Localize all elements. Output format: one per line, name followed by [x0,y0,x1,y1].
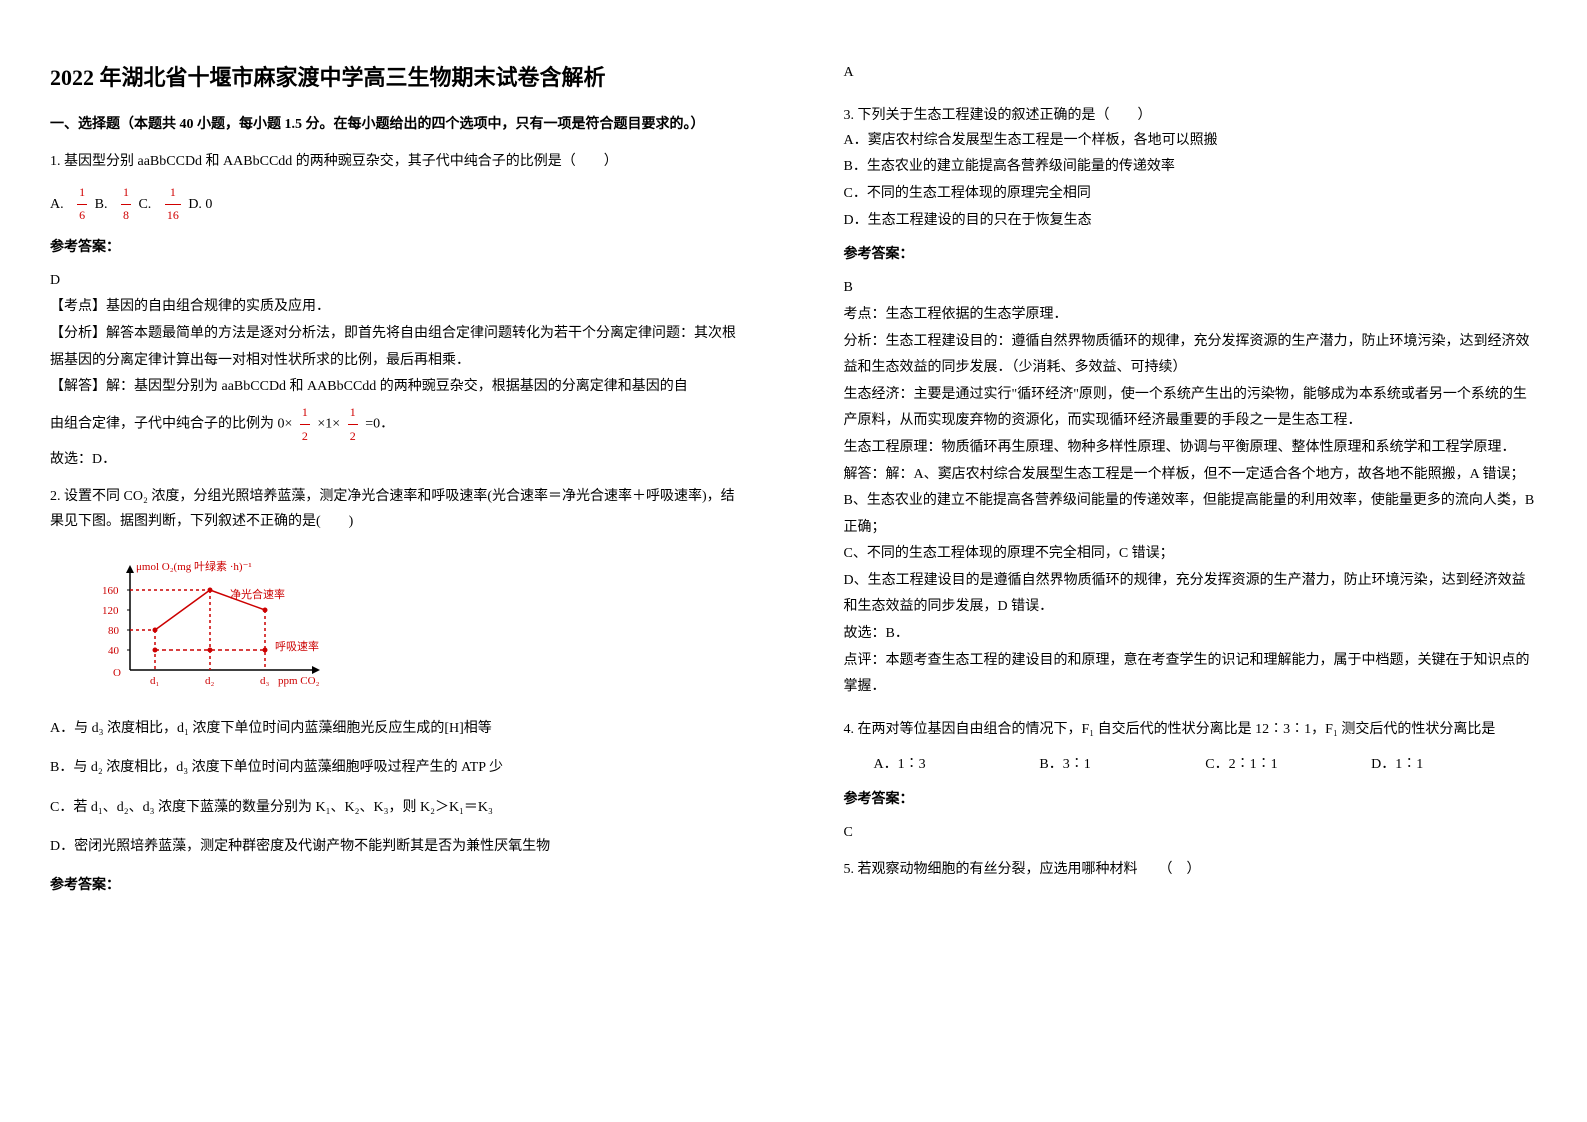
q3-answer-label: 参考答案： [844,242,1538,267]
question-4: 4. 在两对等位基因自由组合的情况下，F₁ 自交后代的性状分离比是 12∶3∶1… [844,717,1538,847]
q1-analysis5: 故选：D． [50,447,744,474]
frac-1-8: 1 8 [121,182,131,226]
series-label-2: 呼吸速率 [275,639,319,653]
q5-stem: 5. 若观察动物细胞的有丝分裂，应选用哪种材料 （ ） [844,857,1538,882]
q1-analysis3: 【解答】解：基因型分别为 aaBbCCDd 和 AABbCCdd 的两种豌豆杂交… [50,374,744,401]
q1-optB-prefix: B. [95,192,108,217]
q4-optA: A．1∶3 [844,752,1040,777]
frac-half-2: 1 2 [348,401,358,448]
q4-answer-letter: C [844,820,1538,847]
ytick-O: O [113,667,121,679]
series-label-1: 净光合速率 [230,587,285,601]
ytick-80: 80 [108,625,120,637]
xtick-d3: d₃ [260,675,270,687]
q1-analysis4: 由组合定律，子代中纯合子的比例为 0× 1 2 ×1× 1 2 =0． [50,401,744,448]
q1-analysis2: 【分析】解答本题最简单的方法是逐对分析法，即首先将自由组合定律问题转化为若干个分… [50,321,744,374]
frac-1-16: 1 16 [165,182,181,226]
q3-optB: B．生态农业的建立能提高各营养级间能量的传递效率 [844,154,1538,181]
q3-a8: D、生态工程建设目的是遵循自然界物质循环的规律，充分发挥资源的生产潜力，防止环境… [844,568,1538,621]
right-column: A 3. 下列关于生态工程建设的叙述正确的是（ ） A．窦店农村综合发展型生态工… [794,0,1587,1122]
q3-answer: B 考点：生态工程依据的生态学原理． 分析：生态工程建设目的：遵循自然界物质循环… [844,275,1538,701]
q1-analysis1: 【考点】基因的自由组合规律的实质及应用． [50,294,744,321]
question-5: 5. 若观察动物细胞的有丝分裂，应选用哪种材料 （ ） [844,857,1538,882]
q3-a7: C、不同的生态工程体现的原理不完全相同，C 错误； [844,541,1538,568]
q2-answer-label: 参考答案： [50,873,744,898]
q1-answer-body: D 【考点】基因的自由组合规律的实质及应用． 【分析】解答本题最简单的方法是逐对… [50,268,744,474]
q3-a4: 生态工程原理：物质循环再生原理、物种多样性原理、协调与平衡原理、整体性原理和系统… [844,435,1538,462]
q3-optD: D．生态工程建设的目的只在于恢复生态 [844,208,1538,235]
q3-a10: 点评：本题考查生态工程的建设目的和原理，意在考查学生的识记和理解能力，属于中档题… [844,648,1538,701]
q1-optA-prefix: A. [50,192,64,217]
q1-optC-prefix: C. [138,192,151,217]
q3-a6: B、生态农业的建立不能提高各营养级间能量的传递效率，但能提高能量的利用效率，使能… [844,488,1538,541]
q1-options: A. 1 6 B. 1 8 C. 1 16 D. 0 [50,182,744,226]
q2-optA: A．与 d₃ 浓度相比，d₁ 浓度下单位时间内蓝藻细胞光反应生成的[H]相等 [50,716,744,741]
q2-answer-letter: A [844,60,1538,87]
q2-optB: B．与 d₂ 浓度相比，d₃ 浓度下单位时间内蓝藻细胞呼吸过程产生的 ATP 少 [50,755,744,780]
q4-optD: D．1∶1 [1371,752,1537,777]
question-2: 2. 设置不同 CO₂ 浓度，分组光照培养蓝藻，测定净光合速率和呼吸速率(光合速… [50,484,744,898]
ytick-40: 40 [108,645,120,657]
section-heading: 一、选择题（本题共 40 小题，每小题 1.5 分。在每小题给出的四个选项中，只… [50,112,744,137]
q3-optA: A．窦店农村综合发展型生态工程是一个样板，各地可以照搬 [844,128,1538,155]
q3-a3: 生态经济：主要是通过实行"循环经济"原则，使一个系统产生出的污染物，能够成为本系… [844,382,1538,435]
x-label: ppm CO₂ [278,675,320,687]
frac-half-1: 1 2 [300,401,310,448]
q2-optC: C．若 d₁、d₂、d₃ 浓度下蓝藻的数量分别为 K₁、K₂、K₃，则 K₂＞K… [50,795,744,820]
q1-answer-letter: D [50,268,744,295]
left-column: 2022 年湖北省十堰市麻家渡中学高三生物期末试卷含解析 一、选择题（本题共 4… [0,0,794,1122]
xtick-d2: d₂ [205,675,215,687]
q4-options: A．1∶3 B．3∶1 C．2∶1∶1 D．1∶1 [844,752,1538,777]
q4-answer-label: 参考答案： [844,787,1538,812]
question-1: 1. 基因型分别 aaBbCCDd 和 AABbCCdd 的两种豌豆杂交，其子代… [50,149,744,474]
q3-a1: 考点：生态工程依据的生态学原理． [844,302,1538,329]
q3-stem: 3. 下列关于生态工程建设的叙述正确的是（ ） [844,103,1538,128]
q3-a5: 解答：解：A、窦店农村综合发展型生态工程是一个样板，但不一定适合各个地方，故各地… [844,462,1538,489]
question-3: 3. 下列关于生态工程建设的叙述正确的是（ ） A．窦店农村综合发展型生态工程是… [844,103,1538,701]
q1-optD: D. 0 [188,192,212,217]
q4-optB: B．3∶1 [1039,752,1205,777]
q4-stem: 4. 在两对等位基因自由组合的情况下，F₁ 自交后代的性状分离比是 12∶3∶1… [844,717,1538,742]
ytick-160: 160 [102,585,119,597]
q1-stem: 1. 基因型分别 aaBbCCDd 和 AABbCCdd 的两种豌豆杂交，其子代… [50,149,744,174]
q3-optC: C．不同的生态工程体现的原理完全相同 [844,181,1538,208]
q1-answer-label: 参考答案： [50,235,744,260]
q3-a2: 分析：生态工程建设目的：遵循自然界物质循环的规律，充分发挥资源的生产潜力，防止环… [844,329,1538,382]
q3-answer-letter: B [844,275,1538,302]
q2-chart: 160 120 80 40 O μmol O₂(mg 叶绿素 ·h)⁻¹ d₁ … [80,550,340,700]
page-title: 2022 年湖北省十堰市麻家渡中学高三生物期末试卷含解析 [50,60,744,92]
frac-1-6: 1 6 [77,182,87,226]
q3-a9: 故选：B． [844,621,1538,648]
ytick-120: 120 [102,605,119,617]
q4-optC: C．2∶1∶1 [1205,752,1371,777]
q2-stem: 2. 设置不同 CO₂ 浓度，分组光照培养蓝藻，测定净光合速率和呼吸速率(光合速… [50,484,744,534]
xtick-d1: d₁ [150,675,160,687]
chart-svg: 160 120 80 40 O μmol O₂(mg 叶绿素 ·h)⁻¹ d₁ … [80,550,340,700]
y-label: μmol O₂(mg 叶绿素 ·h)⁻¹ [136,559,252,573]
q2-optD: D．密闭光照培养蓝藻，测定种群密度及代谢产物不能判断其是否为兼性厌氧生物 [50,834,744,859]
